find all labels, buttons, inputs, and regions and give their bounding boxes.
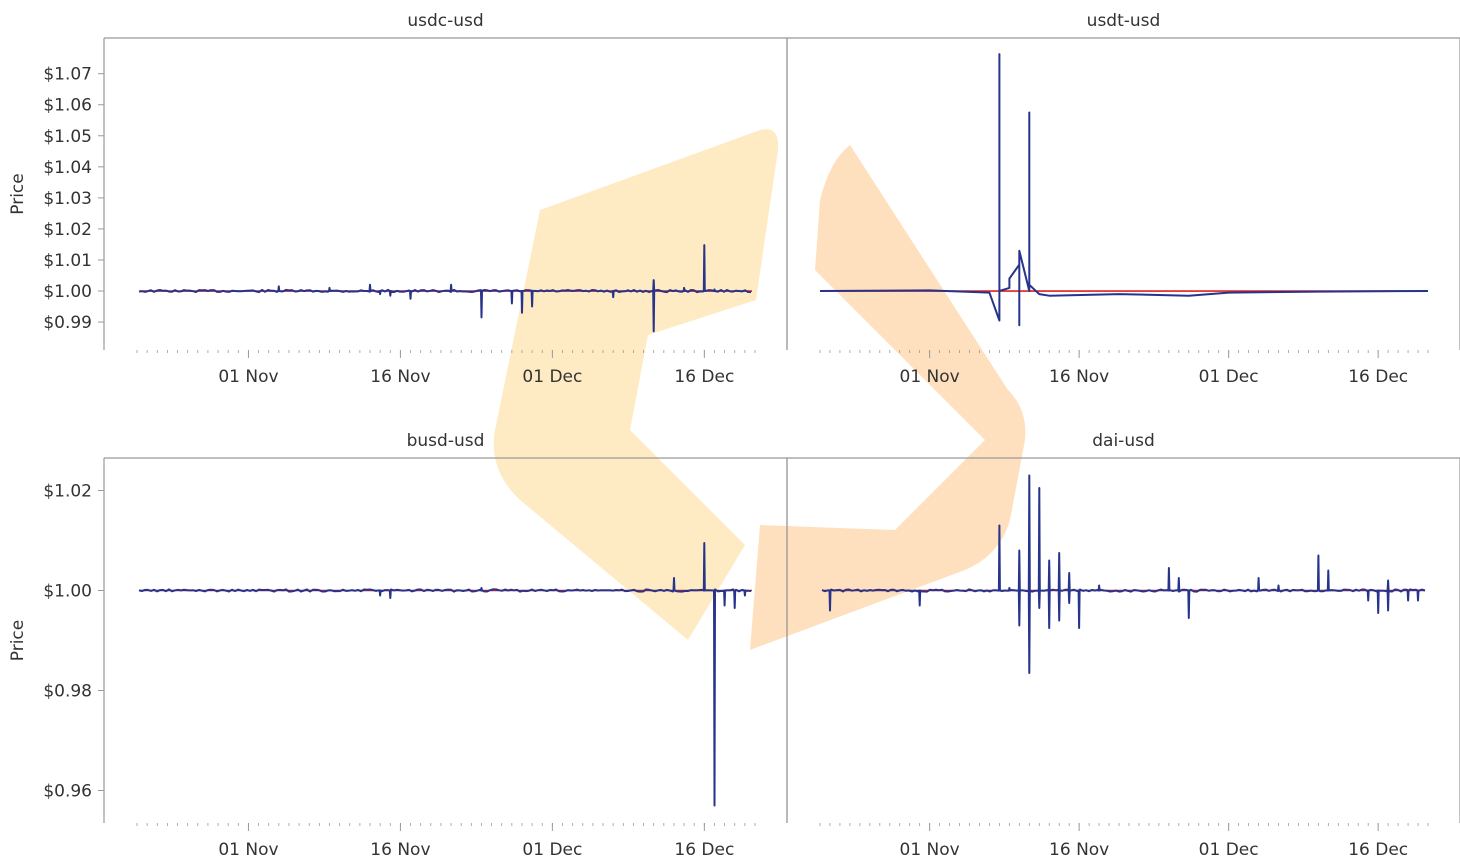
panel-title: usdt-usd [1087, 11, 1161, 31]
panel-dai: dai-usd 01 Nov 16 Nov 01 Dec 16 Dec [786, 431, 1460, 856]
price-series-line [821, 474, 1426, 674]
panel-title: usdc-usd [407, 11, 483, 31]
panel-title: dai-usd [1092, 431, 1155, 451]
y-tick-label: $0.99 [43, 313, 92, 333]
x-tick-label: 16 Dec [674, 367, 734, 387]
y-tick-label: $1.05 [43, 127, 92, 147]
y-tick-label: $1.06 [43, 96, 92, 116]
y-tick-label: $1.00 [43, 282, 92, 302]
x-tick-label: 16 Dec [674, 840, 734, 856]
price-series-line [819, 53, 1429, 327]
x-tick-label: 01 Dec [522, 367, 582, 387]
y-tick-label: $1.04 [43, 158, 92, 178]
x-tick-label: 01 Nov [900, 367, 960, 387]
watermark-shape-right [750, 145, 1026, 650]
y-tick-label: $0.96 [43, 782, 92, 802]
x-tick-label: 16 Nov [1049, 840, 1109, 856]
y-tick-label: $1.07 [43, 65, 92, 85]
x-tick-label: 16 Nov [370, 367, 430, 387]
x-tick-label: 01 Nov [900, 840, 960, 856]
panel-usdt: usdt-usd 01 Nov 16 Nov 01 Dec 16 Dec [786, 11, 1460, 387]
y-tick-label: $1.01 [43, 251, 92, 271]
x-tick-label: 01 Dec [522, 840, 582, 856]
panels: usdc-usd $1.07 $1.06 $1.05 $1.04 $1.03 $1.02 $1… [8, 11, 1460, 856]
price-series-line [138, 244, 752, 333]
y-tick-label: $1.02 [43, 220, 92, 240]
x-tick-label: 16 Nov [1049, 367, 1109, 387]
y-tick-label: $0.98 [43, 682, 92, 702]
x-tick-label: 01 Dec [1199, 840, 1259, 856]
y-tick-label: $1.02 [43, 482, 92, 502]
x-tick-label: 01 Dec [1199, 367, 1259, 387]
y-tick-label: $1.00 [43, 582, 92, 602]
price-series-line [138, 542, 752, 807]
watermark-logo [493, 129, 1026, 650]
x-tick-label: 16 Nov [370, 840, 430, 856]
panel-title: busd-usd [407, 431, 485, 451]
x-tick-label: 01 Nov [218, 367, 278, 387]
watermark-shape-left [493, 129, 779, 640]
panel-usdc: usdc-usd $1.07 $1.06 $1.05 $1.04 $1.03 $1.02 $1… [8, 11, 788, 387]
x-tick-label: 01 Nov [218, 840, 278, 856]
x-tick-label: 16 Dec [1348, 840, 1408, 856]
y-tick-label: $1.03 [43, 189, 92, 209]
y-axis-label: Price [8, 173, 28, 214]
y-axis-label: Price [8, 620, 28, 661]
x-tick-label: 16 Dec [1348, 367, 1408, 387]
